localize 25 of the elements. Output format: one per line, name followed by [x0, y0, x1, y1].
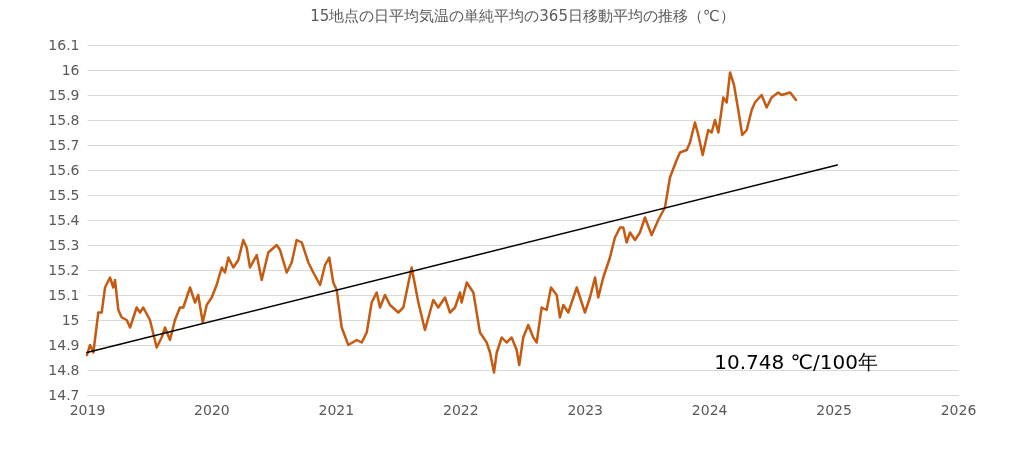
- y-tick-label: 15: [61, 311, 80, 328]
- y-tick-label: 16: [61, 61, 80, 78]
- y-tick-label: 16.1: [48, 36, 80, 53]
- y-tick-label: 15.1: [48, 286, 80, 303]
- x-tick-label: 2021: [318, 401, 355, 418]
- x-tick-label: 2020: [194, 401, 230, 418]
- y-tick-label: 15.3: [48, 236, 80, 253]
- x-tick-label: 2024: [691, 401, 728, 418]
- x-tick-label: 2022: [442, 401, 479, 418]
- y-tick-label: 14.7: [48, 386, 80, 403]
- annotation: 10.748 ℃/100年: [714, 350, 878, 374]
- y-tick-label: 15.5: [48, 186, 80, 203]
- y-tick-label: 15.9: [48, 86, 80, 103]
- x-tick-label: 2023: [567, 401, 604, 418]
- x-tick-label: 2019: [69, 401, 106, 418]
- y-tick-label: 15.7: [48, 136, 80, 153]
- y-tick-label: 15.8: [48, 111, 80, 128]
- y-tick-label: 15.6: [48, 161, 80, 178]
- x-tick-label: 2025: [816, 401, 852, 418]
- y-tick-label: 15.2: [48, 261, 80, 278]
- y-tick-label: 14.9: [48, 336, 80, 353]
- chart-title: 15地点の日平均気温の単純平均の365日移動平均の推移（℃）: [310, 7, 735, 25]
- x-tick-label: 2026: [940, 401, 977, 418]
- y-tick-label: 15.4: [48, 211, 80, 228]
- y-tick-label: 14.8: [48, 361, 80, 378]
